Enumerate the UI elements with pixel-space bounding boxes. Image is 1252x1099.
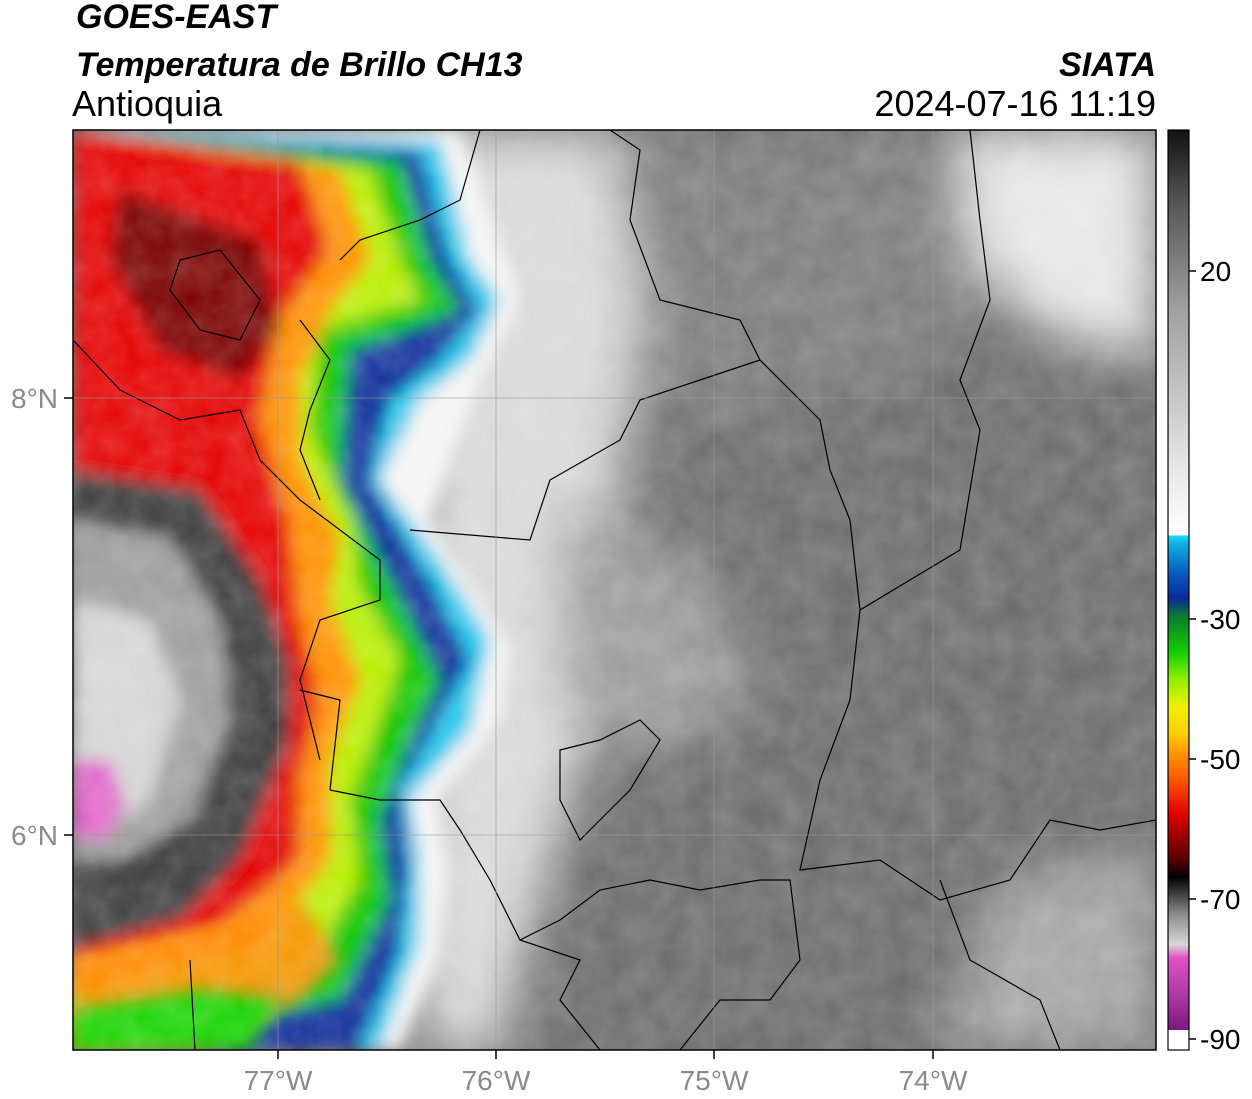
product-title: Temperatura de Brillo CH13	[76, 46, 523, 84]
colorbar-frame	[1167, 129, 1190, 1051]
timestamp-label: 2024-07-16 11:19	[874, 83, 1156, 124]
colorbar-tick-minus70: -70	[1200, 884, 1240, 915]
colorbar: 20 -30 -50 -70 -90	[1167, 129, 1240, 1055]
lat-label-6n: 6°N	[11, 820, 58, 851]
colorbar-tick-minus90: -90	[1200, 1024, 1240, 1055]
lon-label-77w: 77°W	[244, 1065, 313, 1096]
gridlines	[73, 130, 1156, 1050]
colorbar-tick-minus50: -50	[1200, 744, 1240, 775]
colorbar-gradient	[1168, 130, 1189, 1030]
lat-label-8n: 8°N	[11, 383, 58, 414]
lon-label-74w: 74°W	[899, 1065, 968, 1096]
agency-label: SIATA	[1059, 46, 1156, 84]
political-boundaries	[73, 130, 1156, 1050]
axis-ticks	[64, 397, 934, 1059]
region-label: Antioquia	[72, 83, 223, 124]
map-frame	[72, 129, 1157, 1051]
lon-label-76w: 76°W	[462, 1065, 531, 1096]
colorbar-tick-minus30: -30	[1200, 604, 1240, 635]
brightness-temperature-field	[73, 130, 1156, 1050]
colorbar-min-extension	[1168, 1030, 1189, 1050]
colorbar-tick-20: 20	[1200, 256, 1231, 287]
satellite-title: GOES-EAST	[76, 0, 277, 36]
lon-label-75w: 75°W	[680, 1065, 749, 1096]
